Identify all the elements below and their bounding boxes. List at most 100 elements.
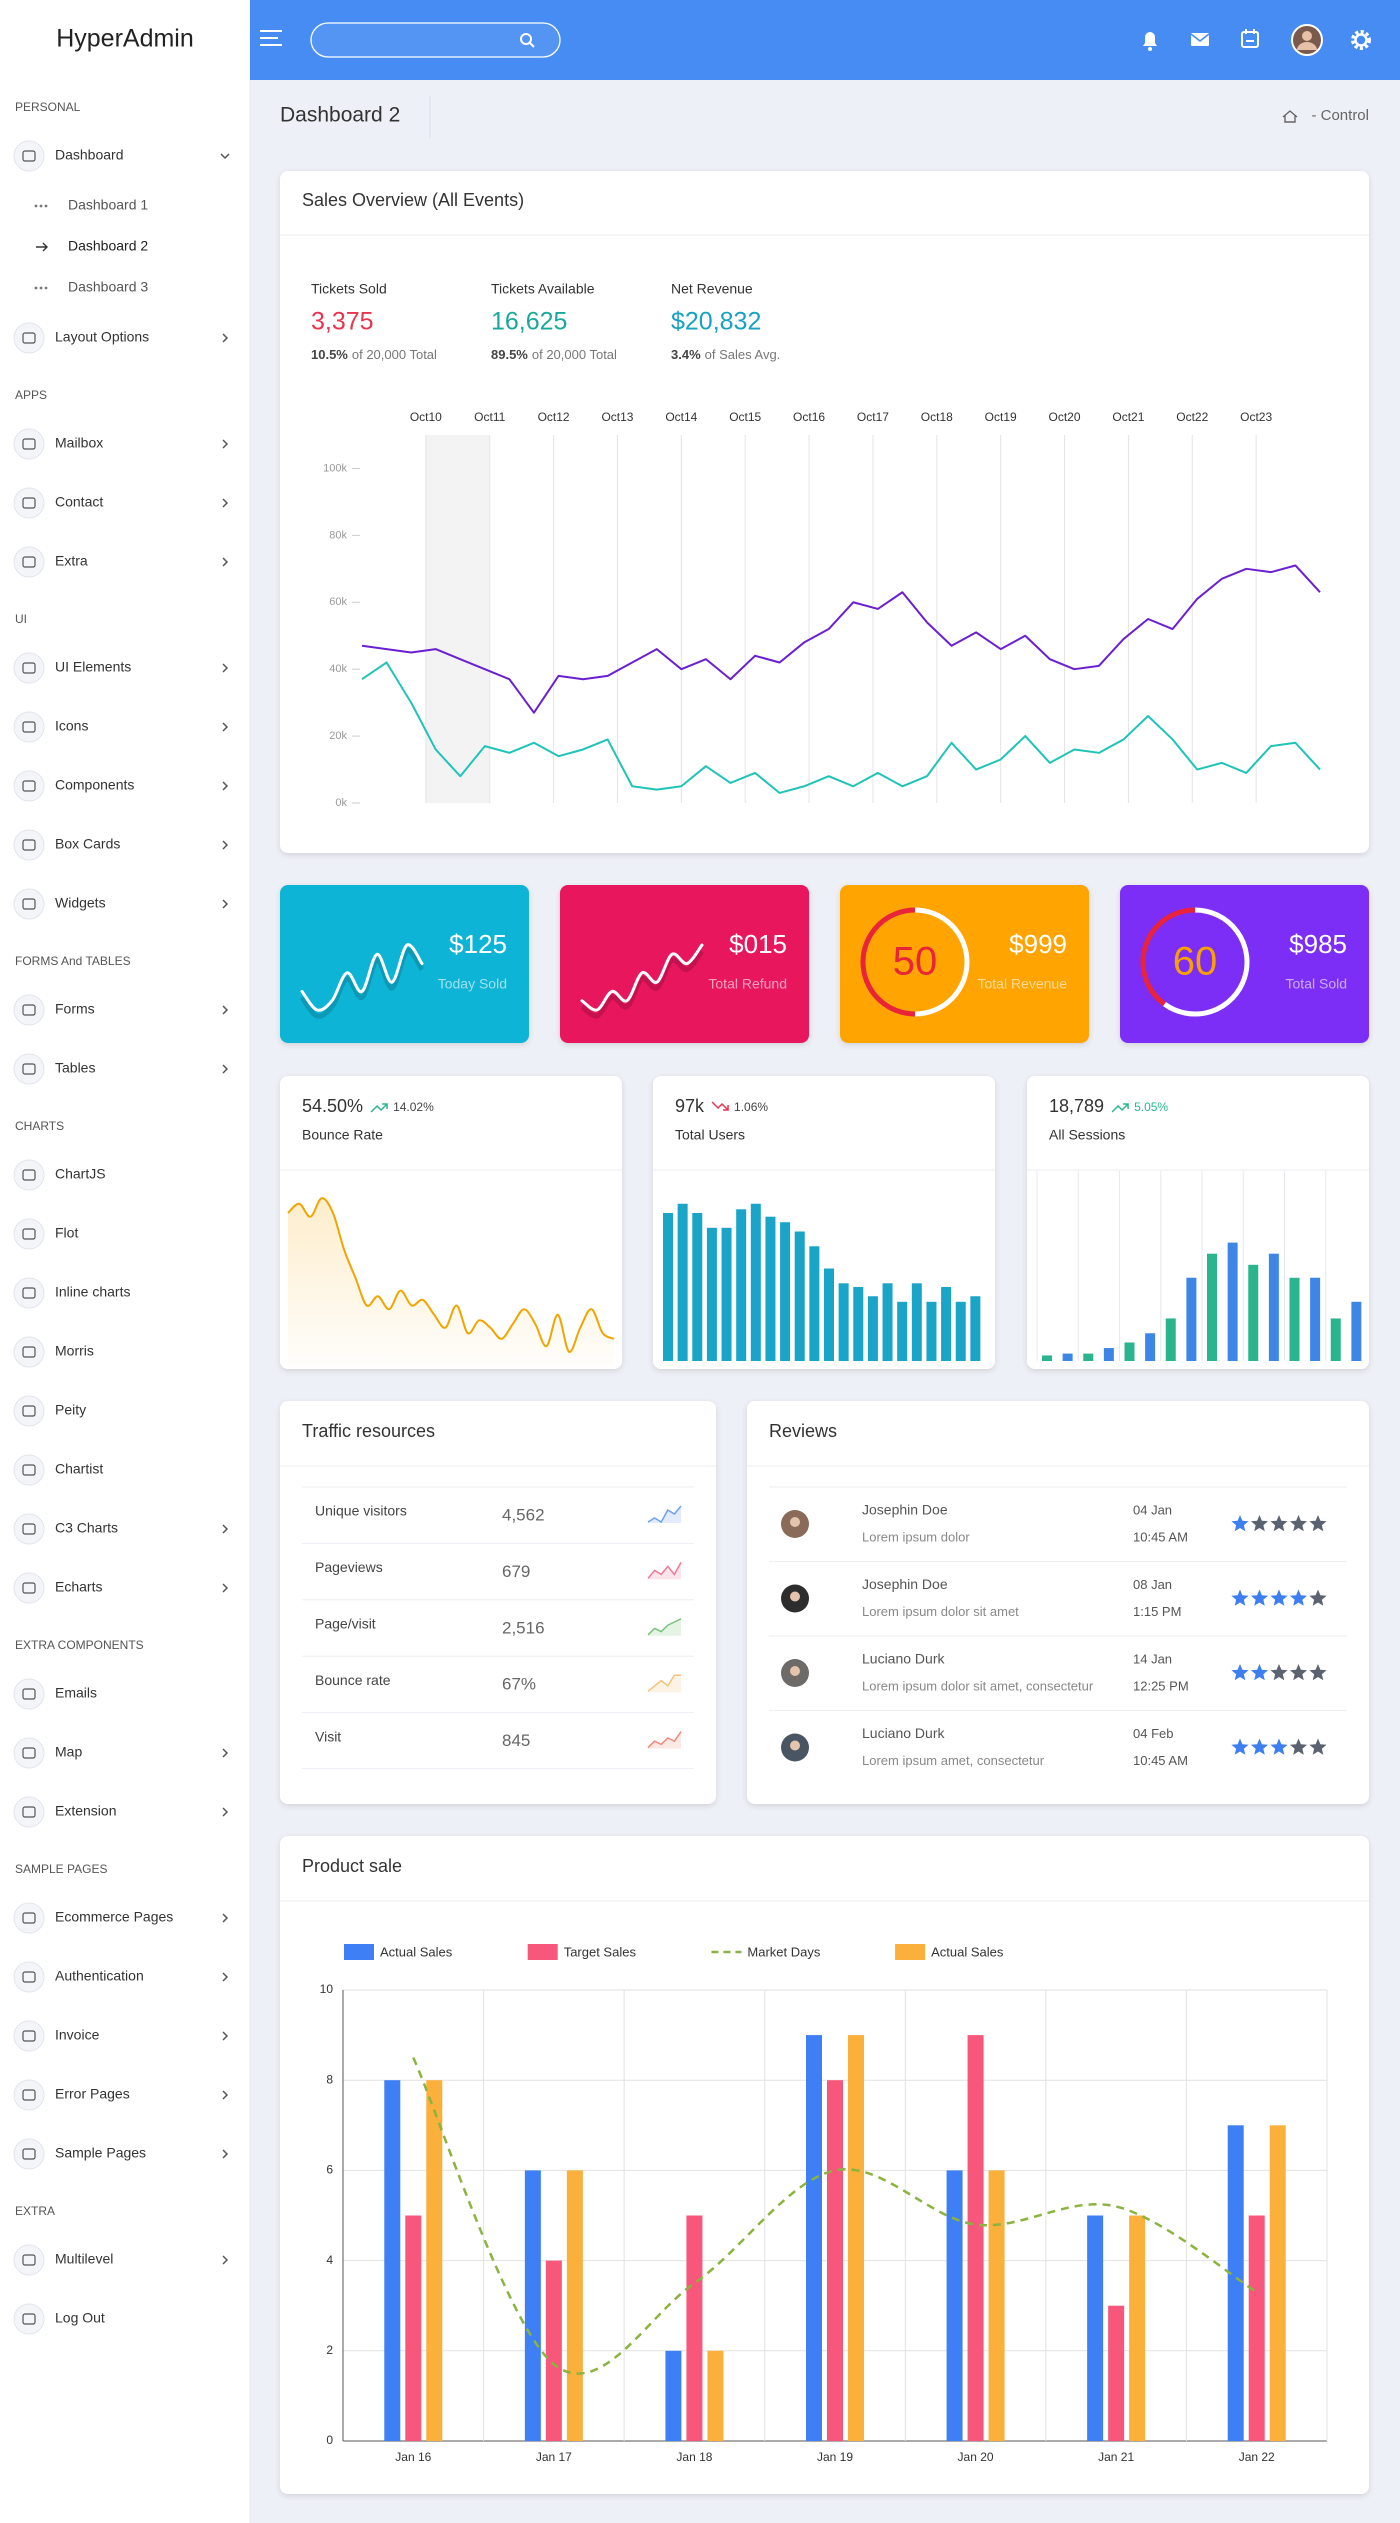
line-series [361, 564, 1321, 714]
review-date: 08 Jan [1133, 1577, 1172, 1592]
home-icon[interactable] [1282, 110, 1298, 123]
bar [946, 2170, 963, 2441]
menu-item[interactable]: UI Elements [55, 659, 131, 675]
search-box[interactable] [310, 22, 561, 58]
menu-item[interactable]: Morris [55, 1343, 94, 1359]
menu-icon [13, 994, 45, 1026]
menu-icon [13, 1159, 45, 1191]
legend-label[interactable]: Actual Sales [931, 1944, 1004, 1959]
menu-item[interactable]: Sample Pages [55, 2145, 146, 2161]
avatar[interactable] [1291, 24, 1323, 56]
bar [665, 2350, 682, 2441]
menu-item[interactable]: Echarts [55, 1579, 102, 1595]
traffic-value: 679 [502, 1562, 530, 1581]
sidebar-section-title: CHARTS [15, 1119, 64, 1133]
menu-glyph [22, 1169, 36, 1181]
legend-swatch [344, 1944, 374, 1960]
menu-item[interactable]: Map [55, 1744, 82, 1760]
y-tick-label: 0 [326, 2433, 333, 2447]
card [747, 1401, 1369, 1804]
menu-item[interactable]: Error Pages [55, 2086, 130, 2102]
menu-item[interactable]: Forms [55, 1001, 95, 1017]
submenu-item[interactable]: Dashboard 1 [68, 197, 148, 213]
menu-item[interactable]: Layout Options [55, 329, 149, 345]
review-time: 1:15 PM [1133, 1604, 1181, 1619]
bar [794, 1231, 805, 1361]
menu-icon [13, 652, 45, 684]
menu-icon [13, 1961, 45, 1993]
menu-item[interactable]: Authentication [55, 1968, 144, 1984]
brand[interactable]: HyperAdmin [56, 25, 194, 53]
menu-item[interactable]: Box Cards [55, 836, 120, 852]
review-date: 14 Jan [1133, 1651, 1172, 1666]
menu-item[interactable]: Ecommerce Pages [55, 1909, 173, 1925]
sparkline [580, 943, 704, 1012]
settings-icon[interactable] [1351, 30, 1371, 50]
review-avatar-face [790, 1666, 800, 1676]
bar [1269, 2125, 1286, 2441]
mail-icon[interactable] [1190, 33, 1210, 46]
y-tick-label: 60k [329, 596, 347, 608]
bar [1351, 1301, 1362, 1361]
menu-chevron [222, 1064, 229, 1074]
search-icon[interactable] [520, 33, 535, 48]
menu-item[interactable]: Multilevel [55, 2251, 113, 2267]
legend-label[interactable]: Market Days [747, 1944, 820, 1959]
menu-glyph [22, 1004, 36, 1016]
rating-star [1289, 1515, 1308, 1532]
x-tick-label: Oct19 [985, 410, 1017, 424]
menu-glyph [22, 1806, 36, 1818]
menu-item[interactable]: Components [55, 777, 134, 793]
menu-item[interactable]: Icons [55, 718, 88, 734]
x-tick-label: Jan 17 [536, 2450, 572, 2464]
submenu-item[interactable]: Dashboard 2 [68, 238, 148, 254]
breadcrumb[interactable]: - Control [1311, 107, 1369, 124]
legend-label[interactable]: Actual Sales [380, 1944, 453, 1959]
menu-item[interactable]: Invoice [55, 2027, 100, 2043]
menu-item[interactable]: Log Out [55, 2310, 105, 2326]
stat-label: Tickets Sold [311, 281, 387, 297]
mini-card-change: 14.02% [393, 1100, 434, 1114]
trend-arrow [711, 1101, 729, 1111]
stat-card-value: $985 [1289, 929, 1347, 959]
highlight-band [425, 435, 490, 803]
menu-item[interactable]: Extension [55, 1803, 116, 1819]
menu-item[interactable]: ChartJS [55, 1166, 106, 1182]
card [280, 1401, 716, 1804]
review-text: Lorem ipsum dolor sit amet, consectetur [862, 1678, 1094, 1693]
mini-card-value: 54.50% [302, 1096, 363, 1116]
bar [524, 2170, 541, 2441]
submenu-item[interactable]: Dashboard 3 [68, 279, 148, 295]
review-avatar-face [790, 1591, 800, 1602]
menu-glyph [22, 1523, 36, 1535]
spark-area [648, 1731, 681, 1749]
menu-item[interactable]: Mailbox [55, 435, 103, 451]
menu-glyph [22, 1971, 36, 1983]
menu-item[interactable]: Widgets [55, 895, 106, 911]
traffic-label: Pageviews [315, 1559, 383, 1575]
menu-icon [13, 1678, 45, 1710]
menu-item[interactable]: Peity [55, 1402, 86, 1418]
menu-glyph [22, 1582, 36, 1594]
menu-item[interactable]: Flot [55, 1225, 78, 1241]
calendar-icon[interactable] [1241, 29, 1259, 48]
menu-item[interactable]: C3 Charts [55, 1520, 118, 1536]
legend-label[interactable]: Target Sales [564, 1944, 637, 1959]
menu-item[interactable]: Chartist [55, 1461, 103, 1477]
menu-item[interactable]: Inline charts [55, 1284, 130, 1300]
menu-item[interactable]: Emails [55, 1685, 97, 1701]
review-name: Josephin Doe [862, 1502, 948, 1518]
menu-item[interactable]: Contact [55, 494, 103, 510]
menu-item[interactable]: Dashboard [55, 147, 124, 163]
traffic-value: 2,516 [502, 1618, 545, 1637]
menu-button[interactable] [260, 30, 282, 46]
menu-item[interactable]: Extra [55, 553, 88, 569]
bell-icon[interactable] [1143, 32, 1157, 51]
mini-card-label: Total Users [675, 1127, 745, 1143]
menu-glyph [22, 662, 36, 674]
review-time: 12:25 PM [1133, 1678, 1189, 1693]
menu-item[interactable]: Tables [55, 1060, 95, 1076]
menu-chevron [222, 333, 229, 343]
x-tick-label: Oct10 [410, 410, 442, 424]
bar [1227, 2125, 1244, 2441]
